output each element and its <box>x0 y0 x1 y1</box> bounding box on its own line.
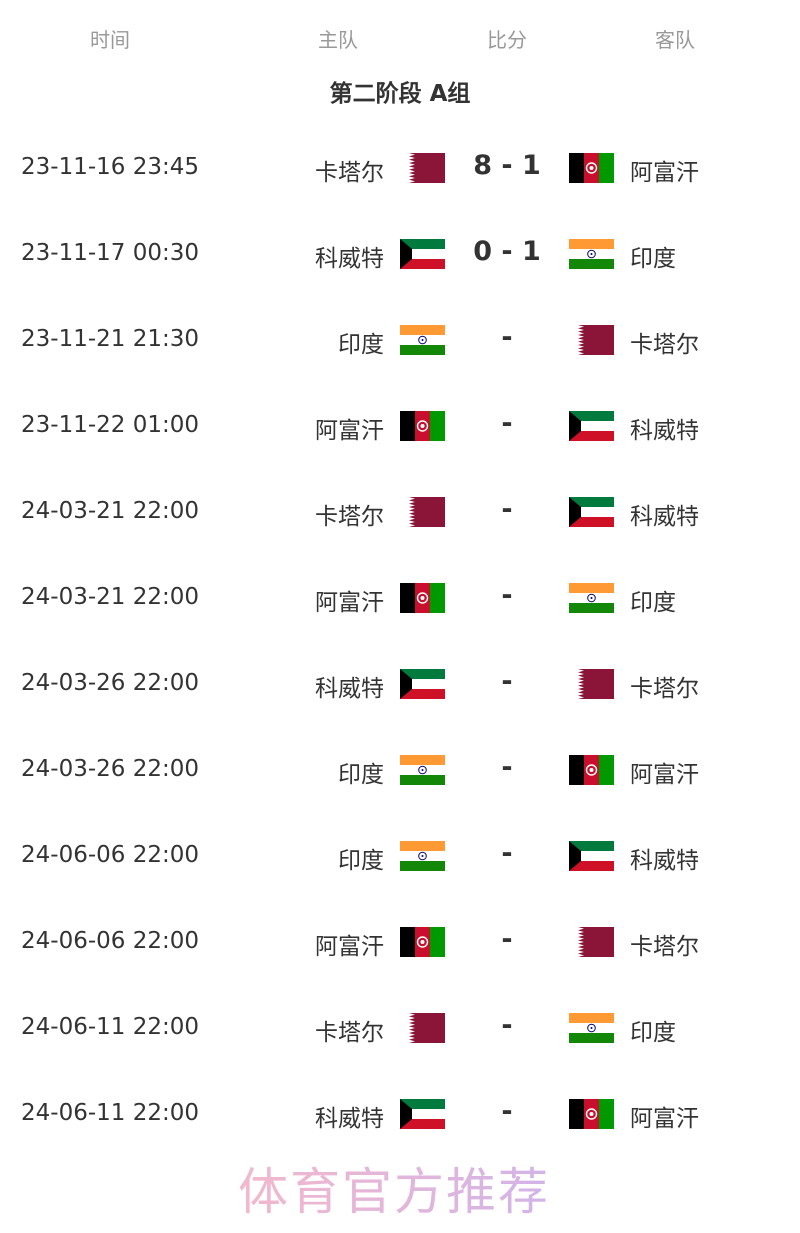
match-time: 24-06-06 22:00 <box>21 842 199 868</box>
match-score: - <box>501 752 513 783</box>
kuwait-flag-icon <box>569 411 614 441</box>
match-score: - <box>501 666 513 697</box>
match-time: 23-11-22 01:00 <box>21 412 199 438</box>
afghanistan-flag-icon <box>400 927 445 957</box>
away-team-name: 印度 <box>630 246 676 272</box>
away-team-name: 科威特 <box>630 504 699 530</box>
qatar-flag-icon <box>569 927 614 957</box>
match-row[interactable]: 24-03-26 22:00 科威特 - 卡塔尔 <box>0 654 800 714</box>
column-header-away: 客队 <box>655 28 695 52</box>
match-score: 8 - 1 <box>473 150 541 181</box>
india-flag-icon <box>400 325 445 355</box>
match-score: - <box>501 838 513 869</box>
away-team-name: 卡塔尔 <box>630 332 699 358</box>
qatar-flag-icon <box>569 669 614 699</box>
afghanistan-flag-icon <box>569 755 614 785</box>
qatar-flag-icon <box>400 1013 445 1043</box>
kuwait-flag-icon <box>569 497 614 527</box>
match-time: 24-03-26 22:00 <box>21 670 199 696</box>
away-team-name: 阿富汗 <box>630 762 699 788</box>
match-score: - <box>501 408 513 439</box>
india-flag-icon <box>569 583 614 613</box>
column-header-score: 比分 <box>487 28 527 52</box>
match-row[interactable]: 23-11-21 21:30 印度 - 卡塔尔 <box>0 310 800 370</box>
match-row[interactable]: 23-11-17 00:30 科威特 0 - 1 印度 <box>0 224 800 284</box>
match-row[interactable]: 24-06-11 22:00 卡塔尔 - 印度 <box>0 998 800 1058</box>
india-flag-icon <box>569 1013 614 1043</box>
away-team-name: 科威特 <box>630 848 699 874</box>
match-time: 24-03-26 22:00 <box>21 756 199 782</box>
qatar-flag-icon <box>569 325 614 355</box>
match-row[interactable]: 24-06-06 22:00 印度 - 科威特 <box>0 826 800 886</box>
home-team-name: 印度 <box>338 848 384 874</box>
match-time: 24-06-11 22:00 <box>21 1100 199 1126</box>
home-team-name: 科威特 <box>315 1106 384 1132</box>
home-team-name: 卡塔尔 <box>315 1020 384 1046</box>
column-header-home: 主队 <box>318 28 358 52</box>
match-row[interactable]: 24-06-06 22:00 阿富汗 - 卡塔尔 <box>0 912 800 972</box>
group-title: 第二阶段 A组 <box>329 81 471 107</box>
match-score: 0 - 1 <box>473 236 541 267</box>
qatar-flag-icon <box>400 153 445 183</box>
away-team-name: 卡塔尔 <box>630 676 699 702</box>
match-row[interactable]: 24-06-11 22:00 科威特 - 阿富汗 <box>0 1084 800 1144</box>
match-time: 24-03-21 22:00 <box>21 498 199 524</box>
home-team-name: 科威特 <box>315 676 384 702</box>
match-time: 23-11-21 21:30 <box>21 326 199 352</box>
kuwait-flag-icon <box>400 239 445 269</box>
match-score: - <box>501 322 513 353</box>
away-team-name: 阿富汗 <box>630 1106 699 1132</box>
away-team-name: 阿富汗 <box>630 160 699 186</box>
afghanistan-flag-icon <box>400 583 445 613</box>
india-flag-icon <box>400 841 445 871</box>
home-team-name: 印度 <box>338 332 384 358</box>
away-team-name: 科威特 <box>630 418 699 444</box>
match-row[interactable]: 23-11-16 23:45 卡塔尔 8 - 1 阿富汗 <box>0 138 800 198</box>
away-team-name: 印度 <box>630 590 676 616</box>
match-time: 24-06-06 22:00 <box>21 928 199 954</box>
match-time: 24-03-21 22:00 <box>21 584 199 610</box>
india-flag-icon <box>400 755 445 785</box>
qatar-flag-icon <box>400 497 445 527</box>
home-team-name: 卡塔尔 <box>315 504 384 530</box>
home-team-name: 阿富汗 <box>315 590 384 616</box>
afghanistan-flag-icon <box>569 153 614 183</box>
home-team-name: 科威特 <box>315 246 384 272</box>
match-row[interactable]: 23-11-22 01:00 阿富汗 - 科威特 <box>0 396 800 456</box>
match-time: 23-11-16 23:45 <box>21 154 199 180</box>
home-team-name: 印度 <box>338 762 384 788</box>
away-team-name: 卡塔尔 <box>630 934 699 960</box>
away-team-name: 印度 <box>630 1020 676 1046</box>
match-score: - <box>501 1096 513 1127</box>
match-row[interactable]: 24-03-21 22:00 卡塔尔 - 科威特 <box>0 482 800 542</box>
kuwait-flag-icon <box>400 669 445 699</box>
home-team-name: 阿富汗 <box>315 934 384 960</box>
column-header-time: 时间 <box>90 28 130 52</box>
india-flag-icon <box>569 239 614 269</box>
match-score: - <box>501 1010 513 1041</box>
match-score: - <box>501 494 513 525</box>
match-score: - <box>501 580 513 611</box>
kuwait-flag-icon <box>400 1099 445 1129</box>
home-team-name: 卡塔尔 <box>315 160 384 186</box>
match-time: 24-06-11 22:00 <box>21 1014 199 1040</box>
afghanistan-flag-icon <box>400 411 445 441</box>
afghanistan-flag-icon <box>569 1099 614 1129</box>
match-score: - <box>501 924 513 955</box>
match-time: 23-11-17 00:30 <box>21 240 199 266</box>
match-row[interactable]: 24-03-26 22:00 印度 - 阿富汗 <box>0 740 800 800</box>
kuwait-flag-icon <box>569 841 614 871</box>
match-row[interactable]: 24-03-21 22:00 阿富汗 - 印度 <box>0 568 800 628</box>
home-team-name: 阿富汗 <box>315 418 384 444</box>
watermark: 体育官方推荐 <box>238 1163 550 1221</box>
